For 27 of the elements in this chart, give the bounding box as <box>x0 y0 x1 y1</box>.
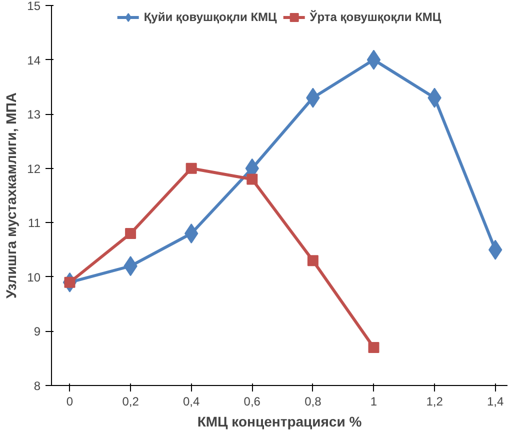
point <box>366 50 381 70</box>
x-tick-label: 1,2 <box>426 394 444 408</box>
point <box>246 174 258 185</box>
y-tick-label: 12 <box>27 162 41 176</box>
x-tick-label: 0 <box>66 394 74 408</box>
y-tick-label: 11 <box>28 216 41 230</box>
y-tick-label: 8 <box>34 379 41 393</box>
y-tick-label: 13 <box>27 108 41 122</box>
x-axis-title: КМЦ концентрацияси % <box>197 414 362 430</box>
y-tick-label: 10 <box>27 270 41 284</box>
point <box>307 255 318 266</box>
x-tick-label: 0,8 <box>304 394 322 408</box>
legend-label: Қуйи қовушқоқли КМЦ <box>144 10 277 24</box>
x-tick-label: 0,4 <box>183 394 200 408</box>
point <box>368 342 380 353</box>
point <box>184 224 198 244</box>
point <box>125 228 136 239</box>
point <box>186 162 197 174</box>
y-tick-label: 15 <box>27 0 41 13</box>
legend-label: Ўрта қовушқоқли КМЦ <box>310 10 442 24</box>
y-tick-label: 9 <box>34 324 41 339</box>
y-tick-label: 14 <box>27 53 41 68</box>
x-tick-label: 1 <box>370 394 378 408</box>
y-axis-title: Узлишга мустахкамлиги, МПА <box>3 92 20 298</box>
x-tick-label: 0,2 <box>122 394 140 408</box>
x-tick-label: 0,6 <box>244 394 261 408</box>
x-tick-label: 1,4 <box>487 394 504 408</box>
